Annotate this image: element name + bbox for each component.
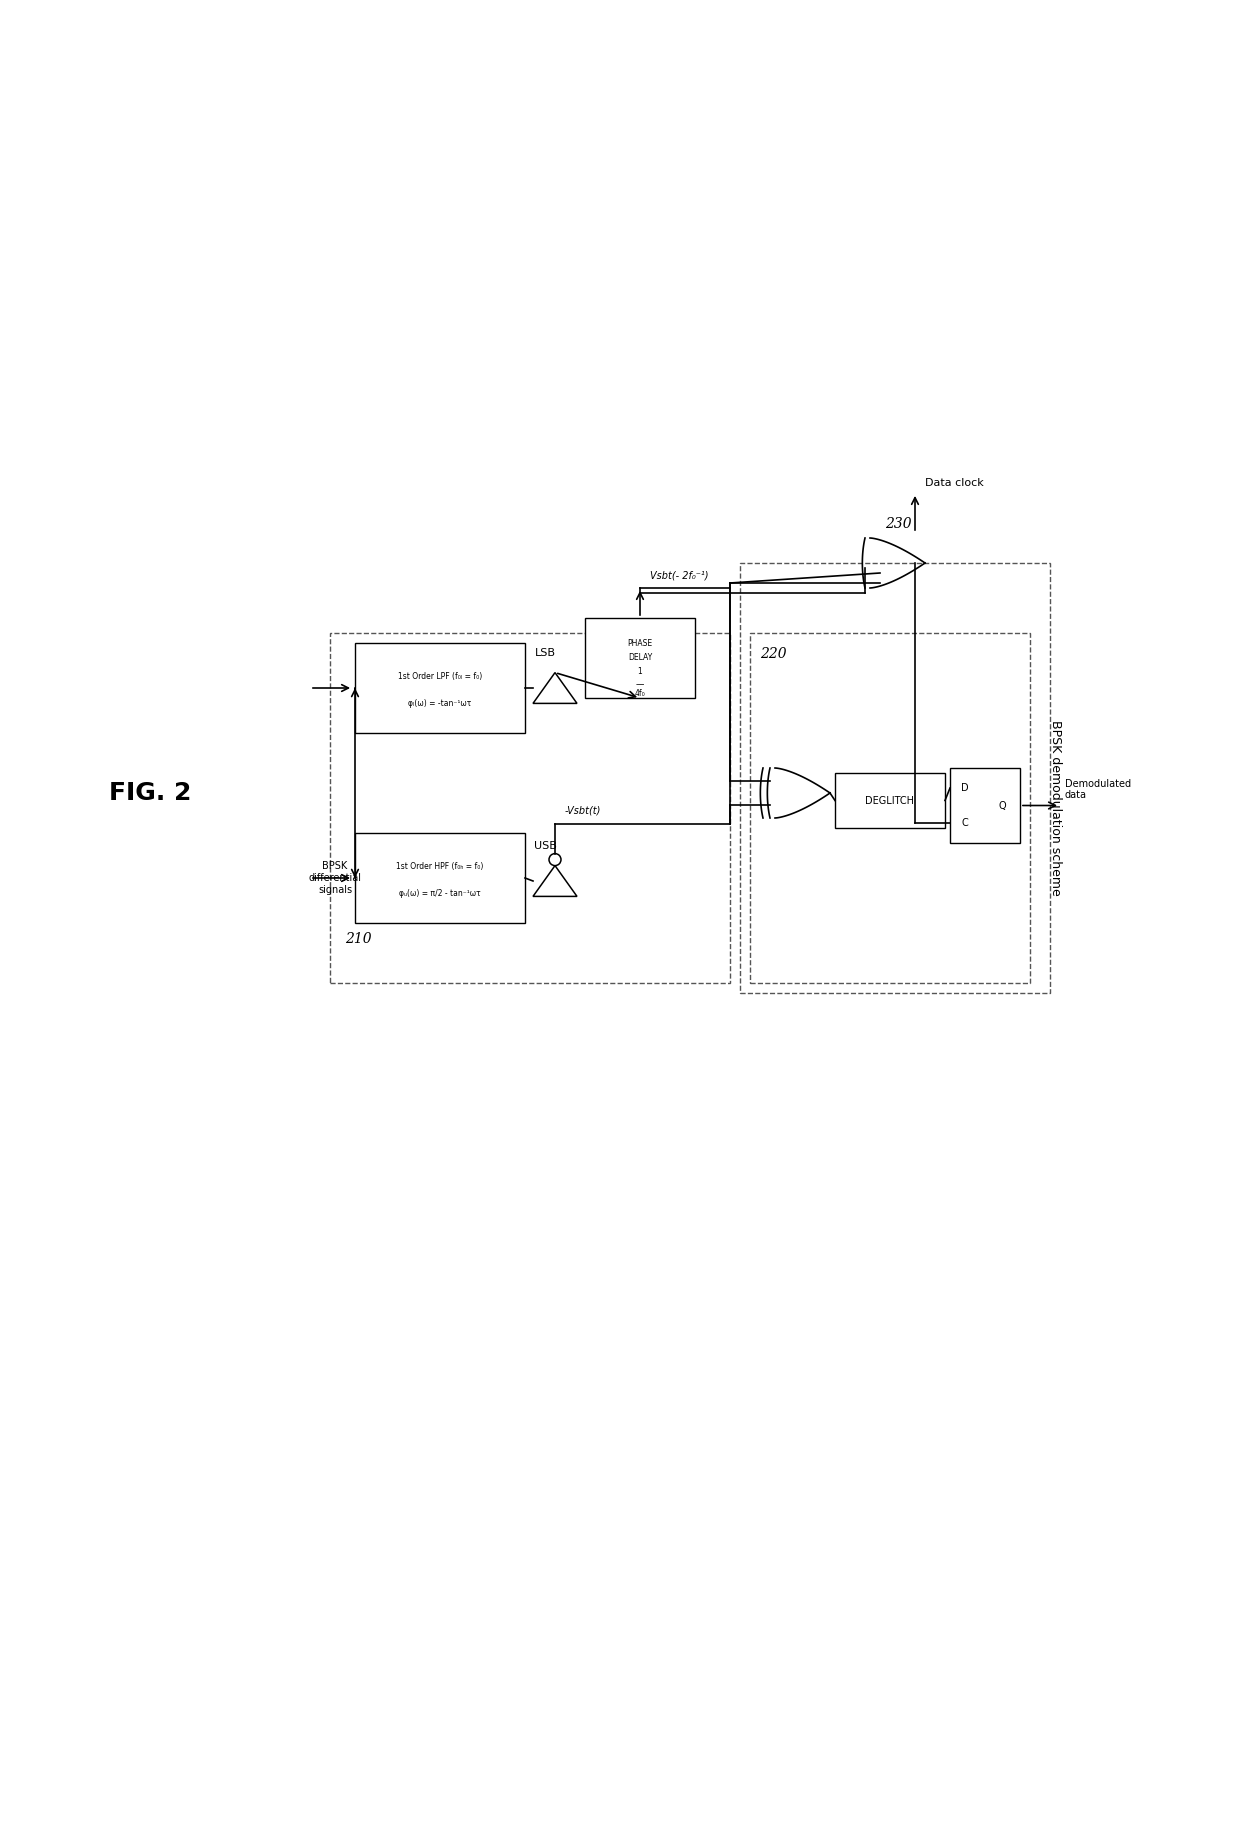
Bar: [355, 833, 525, 923]
Text: φₗ(ω) = -tan⁻¹ωτ: φₗ(ω) = -tan⁻¹ωτ: [408, 698, 471, 708]
Text: LSB: LSB: [534, 649, 556, 658]
Bar: [750, 632, 1030, 982]
Text: BPSK
differential
signals: BPSK differential signals: [309, 861, 362, 894]
Text: Data clock: Data clock: [925, 477, 983, 488]
Text: 220: 220: [760, 647, 786, 662]
Text: 4f₀: 4f₀: [635, 689, 645, 697]
Text: Vsbt(- 2f₀⁻¹): Vsbt(- 2f₀⁻¹): [650, 569, 708, 581]
Text: C: C: [962, 818, 968, 828]
Text: 1st Order HPF (f₀ₕ = f₀): 1st Order HPF (f₀ₕ = f₀): [397, 861, 484, 870]
Text: FIG. 2: FIG. 2: [109, 781, 191, 805]
Text: 230: 230: [885, 518, 911, 531]
Text: φᵤ(ω) = π/2 - tan⁻¹ωτ: φᵤ(ω) = π/2 - tan⁻¹ωτ: [399, 888, 481, 898]
Text: BPSK demodulation scheme: BPSK demodulation scheme: [1049, 721, 1061, 896]
Bar: [585, 617, 694, 698]
Text: DELAY: DELAY: [627, 654, 652, 662]
Text: 1st Order LPF (f₀ₗ = f₀): 1st Order LPF (f₀ₗ = f₀): [398, 671, 482, 680]
Bar: [330, 632, 730, 982]
Text: Q: Q: [998, 800, 1006, 811]
Text: —: —: [636, 680, 645, 689]
Bar: [355, 643, 525, 734]
Text: -Vsbt(t): -Vsbt(t): [565, 805, 601, 816]
Text: DEGLITCH: DEGLITCH: [866, 796, 915, 805]
Text: D: D: [961, 783, 968, 792]
Text: 210: 210: [345, 933, 372, 945]
Text: PHASE: PHASE: [627, 638, 652, 647]
Text: Demodulated
data: Demodulated data: [1065, 780, 1131, 800]
Bar: [950, 769, 1021, 842]
Bar: [835, 772, 945, 828]
Bar: [740, 562, 1050, 993]
Text: USB: USB: [533, 840, 557, 851]
Text: 1: 1: [637, 667, 642, 676]
